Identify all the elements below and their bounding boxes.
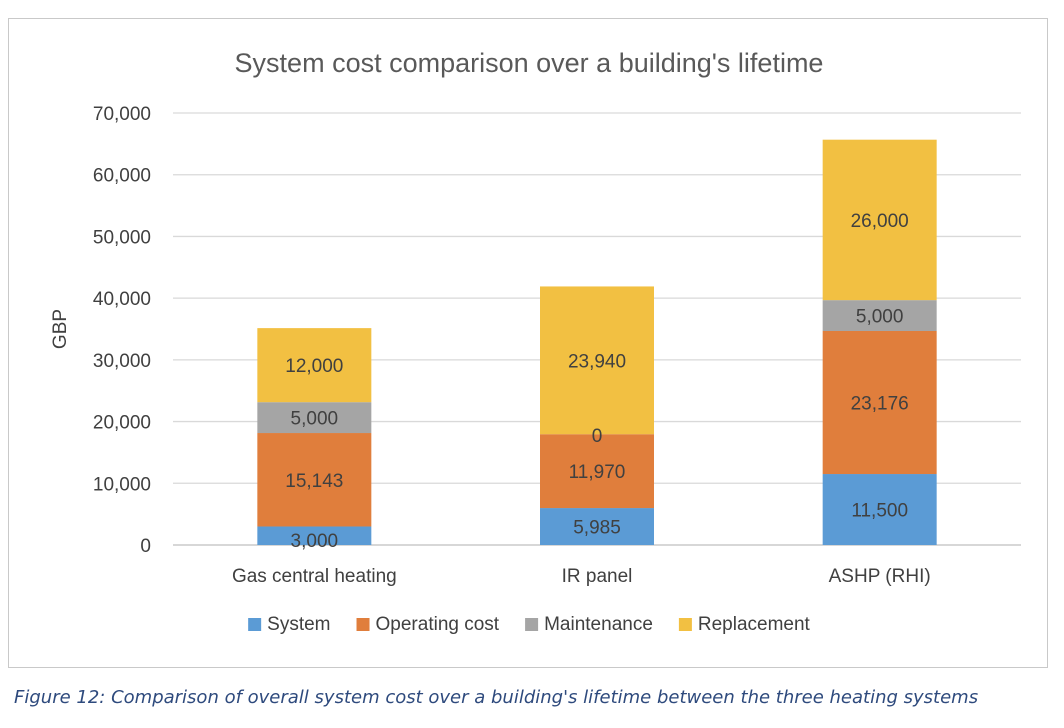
y-tick-label: 10,000 (93, 474, 151, 495)
legend-label: Replacement (698, 614, 811, 635)
x-category-label: Gas central heating (232, 566, 397, 587)
legend-swatch (678, 618, 692, 631)
legend-swatch (356, 618, 370, 631)
legend-label: Operating cost (376, 614, 500, 635)
data-label: 23,940 (568, 351, 626, 372)
y-tick-label: 70,000 (93, 104, 151, 125)
data-label: 15,143 (285, 471, 343, 492)
bar-segment (257, 433, 372, 527)
chart-frame: System cost comparison over a building's… (8, 18, 1048, 668)
data-labels: 3,000 15,143 5,000 12,000 5,985 11,970 0 23,940… (285, 211, 908, 552)
bars (257, 139, 937, 545)
legend-label: System (267, 614, 330, 635)
x-category-label: IR panel (562, 566, 633, 587)
data-label: 5,000 (856, 307, 904, 328)
bar-segment (540, 286, 654, 435)
y-tick-label: 0 (140, 536, 151, 557)
bar-segment (257, 526, 372, 545)
data-label: 11,500 (851, 501, 908, 522)
bar-segment (257, 402, 372, 434)
legend: System Operating cost Maintenance Replaceme… (248, 614, 811, 635)
figure-caption: Figure 12: Comparison of overall system … (14, 687, 979, 708)
data-label: 12,000 (285, 356, 343, 377)
bar-segment (540, 508, 654, 545)
data-label: 5,000 (291, 409, 339, 430)
y-tick-label: 30,000 (93, 351, 151, 372)
y-axis-label: GBP (50, 309, 71, 349)
bar-segment (822, 330, 937, 475)
data-label: 5,985 (573, 518, 621, 539)
y-tick-label: 20,000 (93, 413, 151, 434)
y-axis-ticks: 0 10,000 20,000 30,000 40,000 50,000 60,000 70,… (93, 104, 151, 557)
chart-title: System cost comparison over a building's… (235, 48, 824, 78)
bar-segment (822, 300, 937, 331)
legend-item: Operating cost (356, 614, 500, 635)
legend-item: Replacement (678, 614, 811, 635)
data-label: 23,176 (851, 394, 909, 415)
legend-item: Maintenance (525, 614, 653, 635)
legend-swatch (525, 618, 539, 631)
data-label: 26,000 (851, 211, 909, 232)
bar-segment (822, 474, 937, 545)
bar-segment (822, 139, 937, 301)
y-tick-label: 60,000 (93, 166, 151, 187)
y-tick-label: 50,000 (93, 227, 151, 248)
y-tick-label: 40,000 (93, 289, 151, 310)
legend-label: Maintenance (544, 614, 653, 635)
bar-segment (257, 328, 372, 403)
data-label: 11,970 (569, 462, 626, 483)
bar-segment (540, 434, 654, 509)
data-label: 0 (592, 426, 603, 447)
legend-swatch (248, 618, 262, 631)
data-label: 3,000 (291, 531, 339, 552)
legend-item: System (248, 614, 331, 635)
x-category-label: ASHP (RHI) (829, 566, 931, 587)
stacked-bar-chart: System cost comparison over a building's… (50, 48, 1021, 635)
x-axis-categories: Gas central heating IR panel ASHP (RHI) (232, 566, 931, 587)
